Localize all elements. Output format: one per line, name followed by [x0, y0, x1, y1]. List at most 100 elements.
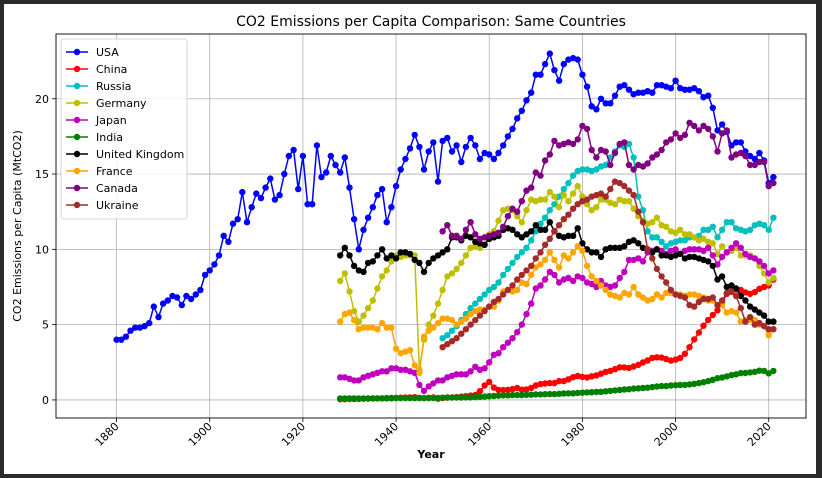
data-point-france: [462, 315, 470, 322]
data-point-germany: [765, 279, 772, 286]
data-point-india: [434, 394, 442, 402]
data-point-canada: [742, 152, 749, 160]
data-point-ukraine: [453, 335, 460, 342]
data-point-germany: [462, 252, 470, 259]
data-point-india: [569, 390, 577, 397]
y-tick-label: 0: [42, 394, 49, 407]
data-point-canada: [611, 149, 619, 157]
legend-entry-france: France: [66, 165, 133, 178]
data-point-ukraine: [476, 312, 484, 319]
data-point-india: [691, 380, 698, 387]
data-point-ukraine: [649, 255, 656, 262]
data-point-germany: [770, 274, 777, 282]
data-point-usa: [337, 169, 344, 176]
data-point-india: [490, 392, 498, 400]
data-point-united-kingdom: [420, 268, 428, 276]
data-point-india: [579, 389, 586, 396]
data-point-japan: [355, 377, 362, 384]
data-point-germany: [555, 204, 563, 211]
data-point-japan: [569, 277, 577, 285]
data-point-united-kingdom: [341, 244, 348, 251]
data-point-ukraine: [765, 326, 772, 333]
data-point-france: [392, 345, 400, 352]
data-point-united-kingdom: [350, 262, 358, 270]
data-point-germany: [388, 258, 395, 265]
data-point-canada: [621, 139, 628, 146]
data-point-japan: [416, 381, 423, 389]
data-point-japan: [565, 274, 572, 282]
data-point-japan: [411, 369, 418, 376]
data-point-russia: [709, 223, 716, 230]
data-point-united-kingdom: [658, 252, 665, 259]
data-point-usa: [448, 148, 456, 155]
legend-marker: [73, 150, 81, 158]
data-point-japan: [453, 371, 460, 378]
data-point-france: [346, 309, 353, 316]
data-point-united-kingdom: [406, 250, 414, 258]
data-point-canada: [444, 222, 451, 229]
data-point-usa: [425, 148, 432, 155]
legend-marker: [73, 116, 81, 124]
data-point-china: [686, 344, 693, 351]
data-point-china: [541, 380, 549, 387]
data-point-united-kingdom: [374, 252, 381, 259]
data-point-india: [504, 392, 512, 399]
data-point-china: [579, 373, 586, 381]
data-point-usa: [602, 100, 609, 107]
x-tick-label: 1880: [93, 420, 122, 449]
data-point-canada: [705, 125, 712, 133]
legend: USA China Russia Germany Japan India United Ki…: [60, 38, 188, 220]
data-point-russia: [658, 238, 665, 245]
data-point-france: [546, 249, 553, 256]
data-point-united-kingdom: [378, 246, 386, 253]
data-point-india: [406, 394, 414, 402]
data-point-ukraine: [756, 319, 763, 327]
data-point-usa: [546, 50, 553, 57]
data-point-france: [551, 256, 558, 264]
data-point-canada: [541, 157, 549, 164]
data-point-usa: [635, 89, 642, 96]
data-point-germany: [760, 270, 768, 277]
data-point-usa: [215, 252, 223, 259]
data-point-usa: [756, 149, 763, 157]
data-point-india: [518, 391, 525, 399]
data-point-france: [653, 291, 661, 298]
data-point-russia: [462, 310, 470, 318]
data-point-japan: [700, 247, 707, 254]
legend-label: China: [96, 63, 127, 76]
data-point-usa: [178, 301, 185, 309]
series-india: [337, 367, 777, 402]
data-point-india: [532, 391, 539, 398]
series-usa: [113, 50, 777, 343]
data-point-france: [765, 332, 772, 339]
data-point-usa: [206, 267, 213, 274]
data-point-france: [378, 319, 386, 327]
data-point-usa: [514, 115, 521, 122]
data-point-japan: [420, 387, 428, 395]
data-point-usa: [444, 134, 451, 142]
data-point-japan: [458, 371, 465, 378]
data-point-india: [630, 385, 637, 392]
data-point-ukraine: [560, 216, 567, 223]
x-tick-label: 2000: [652, 420, 681, 449]
data-point-ukraine: [448, 338, 456, 345]
data-point-india: [439, 394, 446, 401]
data-point-united-kingdom: [434, 252, 442, 259]
data-point-ukraine: [658, 273, 665, 280]
data-point-germany: [495, 217, 502, 224]
data-point-india: [663, 382, 670, 390]
data-point-india: [765, 370, 772, 377]
data-point-japan: [639, 258, 647, 265]
data-point-usa: [271, 196, 279, 203]
data-point-canada: [532, 169, 539, 176]
data-point-russia: [649, 234, 656, 241]
data-point-japan: [462, 371, 470, 378]
data-point-germany: [653, 214, 661, 221]
data-point-usa: [150, 303, 157, 310]
data-point-canada: [537, 172, 544, 179]
data-point-france: [490, 303, 498, 310]
data-point-usa: [318, 173, 325, 181]
legend-entry-russia: Russia: [66, 80, 131, 93]
data-point-china: [677, 354, 684, 362]
data-point-usa: [770, 173, 777, 181]
